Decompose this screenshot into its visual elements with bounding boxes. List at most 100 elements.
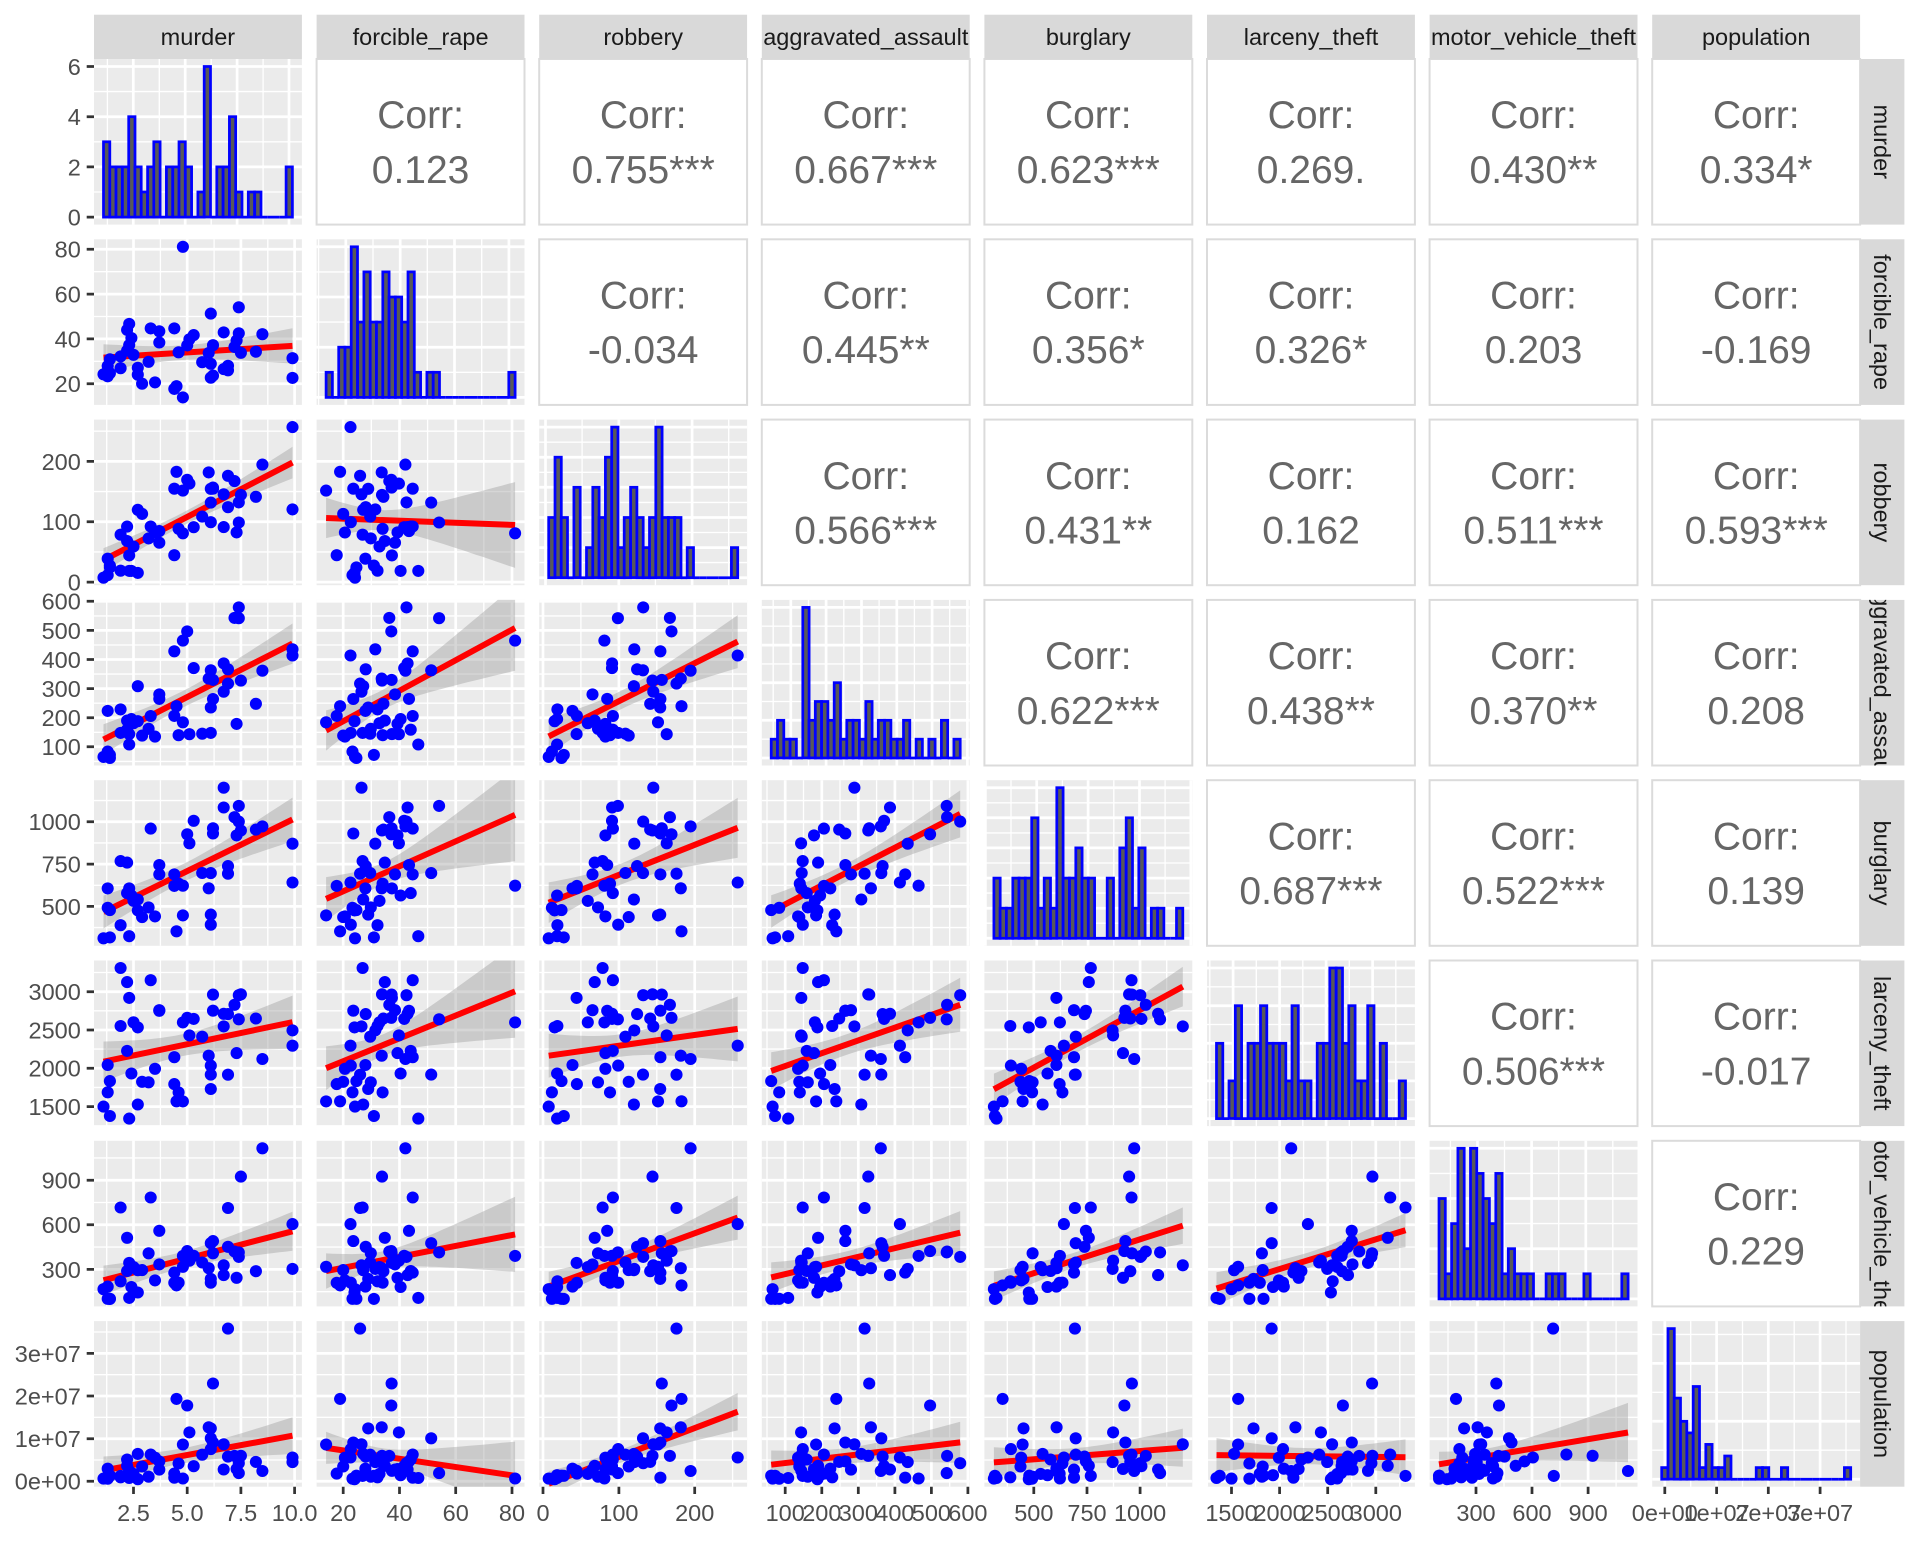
svg-text:0.208: 0.208 [1707,690,1805,733]
svg-text:1e+07: 1e+07 [1684,1500,1750,1526]
svg-text:population: population [1869,1350,1895,1458]
svg-text:0.370**: 0.370** [1470,690,1598,733]
svg-text:0.438**: 0.438** [1247,690,1375,733]
svg-text:larceny_theft: larceny_theft [1244,24,1379,50]
svg-text:1500: 1500 [29,1094,81,1120]
svg-text:Corr:: Corr: [1490,635,1577,678]
svg-text:300: 300 [839,1500,878,1526]
svg-text:0.229: 0.229 [1707,1231,1805,1274]
svg-text:2500: 2500 [29,1017,81,1043]
svg-text:0.356*: 0.356* [1032,329,1145,372]
svg-text:300: 300 [42,676,81,702]
svg-text:2000: 2000 [29,1056,81,1082]
svg-text:murder: murder [1869,105,1895,180]
svg-text:2.5: 2.5 [117,1500,150,1526]
svg-text:0.431**: 0.431** [1024,510,1152,553]
svg-text:500: 500 [912,1500,951,1526]
svg-text:80: 80 [499,1500,525,1526]
svg-text:0.445**: 0.445** [802,329,930,372]
svg-text:burglary: burglary [1869,821,1895,906]
svg-text:0: 0 [68,570,81,596]
svg-text:0.667***: 0.667*** [794,149,937,192]
svg-text:0.139: 0.139 [1707,870,1805,913]
svg-text:600: 600 [42,1212,81,1238]
svg-text:0.566***: 0.566*** [794,510,937,553]
svg-text:Corr:: Corr: [822,94,909,137]
svg-text:Corr:: Corr: [1713,635,1800,678]
svg-text:60: 60 [55,282,81,308]
svg-text:Corr:: Corr: [1268,455,1355,498]
svg-text:200: 200 [42,705,81,731]
svg-text:aggravated_assault: aggravated_assault [1869,580,1895,786]
svg-text:750: 750 [42,852,81,878]
svg-text:Corr:: Corr: [822,275,909,318]
svg-text:750: 750 [1067,1500,1106,1526]
svg-text:500: 500 [42,894,81,920]
svg-text:0.755***: 0.755*** [572,149,715,192]
svg-text:Corr:: Corr: [1490,275,1577,318]
svg-text:600: 600 [948,1500,987,1526]
svg-text:Corr:: Corr: [1490,815,1577,858]
svg-text:10.0: 10.0 [272,1500,318,1526]
svg-text:300: 300 [42,1257,81,1283]
svg-text:500: 500 [1014,1500,1053,1526]
svg-text:900: 900 [42,1168,81,1194]
svg-text:0.522***: 0.522*** [1462,870,1605,913]
svg-text:0.203: 0.203 [1485,329,1583,372]
svg-text:600: 600 [1512,1500,1551,1526]
svg-text:2000: 2000 [1253,1500,1305,1526]
svg-text:Corr:: Corr: [1268,275,1355,318]
svg-text:40: 40 [386,1500,412,1526]
svg-text:Corr:: Corr: [1045,275,1132,318]
svg-text:0.334*: 0.334* [1700,149,1813,192]
svg-text:200: 200 [42,449,81,475]
svg-text:Corr:: Corr: [1713,996,1800,1039]
svg-text:1e+07: 1e+07 [15,1426,81,1452]
svg-text:-0.169: -0.169 [1701,329,1812,372]
svg-text:300: 300 [1456,1500,1495,1526]
svg-text:Corr:: Corr: [1713,94,1800,137]
svg-text:Corr:: Corr: [1268,815,1355,858]
svg-text:0.622***: 0.622*** [1017,690,1160,733]
svg-text:Corr:: Corr: [1490,94,1577,137]
svg-text:0.269.: 0.269. [1257,149,1365,192]
svg-text:Corr:: Corr: [1045,455,1132,498]
svg-text:Corr:: Corr: [377,94,464,137]
svg-text:1000: 1000 [1114,1500,1166,1526]
svg-text:7.5: 7.5 [225,1500,258,1526]
svg-text:0e+00: 0e+00 [1632,1500,1698,1526]
svg-text:4: 4 [68,104,81,130]
svg-text:2e+07: 2e+07 [1735,1500,1801,1526]
svg-text:Corr:: Corr: [1490,455,1577,498]
svg-text:0.593***: 0.593*** [1685,510,1828,553]
svg-text:Corr:: Corr: [600,275,687,318]
svg-text:forcible_rape: forcible_rape [353,24,489,50]
svg-text:-0.034: -0.034 [588,329,699,372]
svg-text:0.162: 0.162 [1262,510,1360,553]
svg-text:murder: murder [161,24,236,50]
svg-text:motor_vehicle_theft: motor_vehicle_theft [1869,1121,1895,1327]
svg-text:100: 100 [599,1500,638,1526]
svg-text:2: 2 [68,154,81,180]
svg-text:0.687***: 0.687*** [1239,870,1382,913]
svg-text:6: 6 [68,54,81,80]
svg-text:motor_vehicle_theft: motor_vehicle_theft [1431,24,1637,50]
svg-text:40: 40 [55,326,81,352]
svg-text:900: 900 [1568,1500,1607,1526]
svg-text:0.123: 0.123 [372,149,470,192]
svg-text:400: 400 [875,1500,914,1526]
svg-text:0e+00: 0e+00 [15,1469,81,1495]
svg-text:Corr:: Corr: [1713,1176,1800,1219]
svg-text:80: 80 [55,237,81,263]
svg-text:600: 600 [42,589,81,615]
svg-text:0.430**: 0.430** [1470,149,1598,192]
svg-text:20: 20 [330,1500,356,1526]
svg-text:Corr:: Corr: [1268,635,1355,678]
svg-text:0.511***: 0.511*** [1463,510,1603,553]
svg-text:Corr:: Corr: [1713,815,1800,858]
svg-text:0.506***: 0.506*** [1462,1050,1605,1093]
svg-text:200: 200 [802,1500,841,1526]
svg-text:3e+07: 3e+07 [15,1341,81,1367]
svg-text:3000: 3000 [1350,1500,1402,1526]
svg-text:1000: 1000 [29,809,81,835]
